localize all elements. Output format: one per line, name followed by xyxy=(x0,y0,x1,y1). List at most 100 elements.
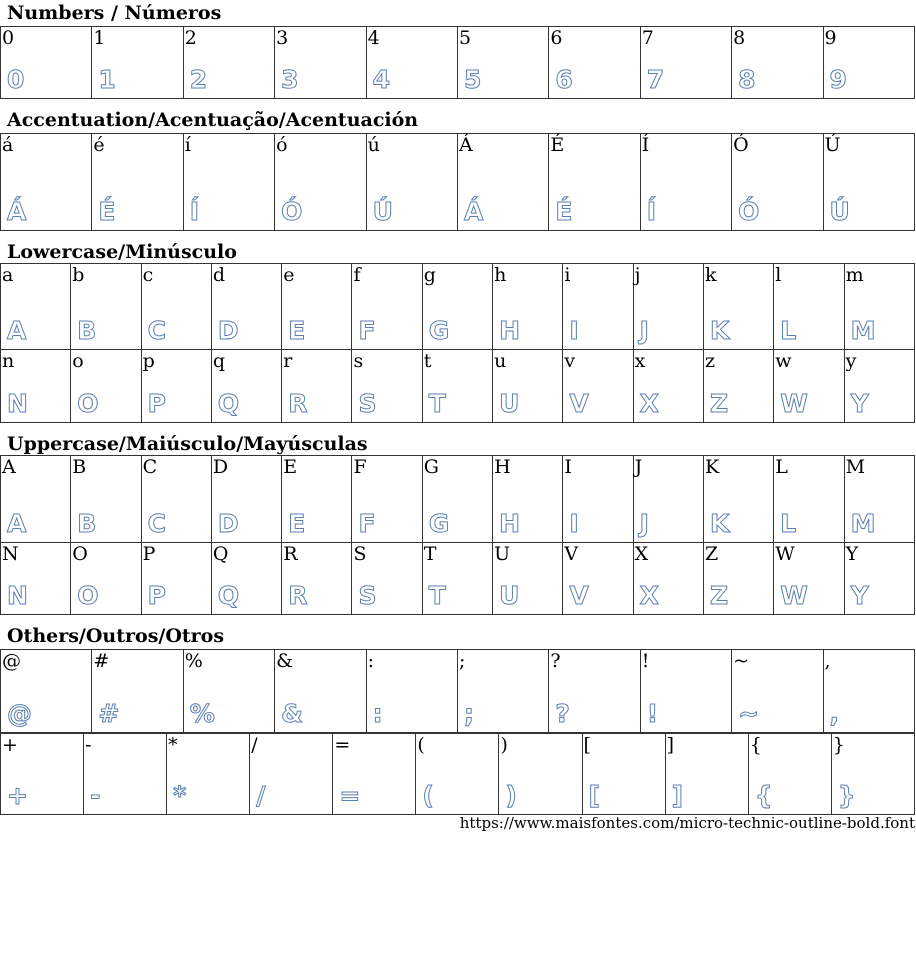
glyph-cell: dd xyxy=(210,263,283,350)
character-label: + xyxy=(2,734,18,756)
character-label: a xyxy=(2,264,14,286)
glyph-cell: }} xyxy=(830,733,916,815)
glyph-cell: = = xyxy=(332,733,417,815)
glyph-cell: tt xyxy=(421,349,494,423)
glyph-cell: kk xyxy=(702,263,775,350)
section-title: Numbers / Números xyxy=(7,2,222,24)
character-label: Y xyxy=(845,543,859,565)
glyph-sample: w xyxy=(780,389,809,419)
glyph-cell: yy xyxy=(843,349,916,423)
glyph-cell: áá xyxy=(0,133,93,231)
font-specimen: Numbers / Números 0 0 1 1 2 2 3 3 4 4 5 5 6 6 7 7 8 8 9 9 Acc… xyxy=(0,2,916,815)
glyph-sample: } xyxy=(837,781,857,811)
glyph-sample: ; xyxy=(463,699,475,729)
character-label: s xyxy=(353,350,364,372)
character-label: ó xyxy=(276,134,288,156)
character-label: h xyxy=(494,264,507,286)
glyph-cell: / / xyxy=(249,733,334,815)
glyph-sample: 3 xyxy=(281,65,300,95)
glyph-sample: g xyxy=(428,316,451,346)
character-label: ? xyxy=(550,650,561,672)
character-label: - xyxy=(85,734,92,756)
glyph-cell: !! xyxy=(639,649,733,733)
glyph-sample: é xyxy=(98,197,117,227)
glyph-sample: R xyxy=(288,581,309,611)
character-label: % xyxy=(184,650,203,672)
glyph-sample: 9 xyxy=(829,65,848,95)
character-label: g xyxy=(423,264,436,286)
glyph-sample: x xyxy=(639,389,660,419)
character-label: 3 xyxy=(276,27,289,49)
glyph-cell: ee xyxy=(281,263,353,350)
glyph-sample: # xyxy=(98,699,121,729)
character-label: Ú xyxy=(824,134,841,156)
glyph-sample: 4 xyxy=(372,65,391,95)
glyph-row: aabbccddeeffgghhiijjkkllmm xyxy=(0,263,916,350)
glyph-sample: j xyxy=(639,316,650,346)
character-label: Z xyxy=(704,543,719,565)
glyph-sample: M xyxy=(850,509,877,539)
character-label: @ xyxy=(2,650,21,672)
character-label: ! xyxy=(641,650,650,672)
character-label: 1 xyxy=(93,27,106,49)
character-label: V xyxy=(564,543,579,565)
glyph-sample: L xyxy=(780,509,798,539)
glyph-cell: [[ xyxy=(581,733,666,815)
character-label: [ xyxy=(583,734,591,756)
glyph-cell: ss xyxy=(351,349,423,423)
glyph-sample: % xyxy=(189,699,216,729)
glyph-sample: Z xyxy=(709,581,730,611)
glyph-sample: : xyxy=(372,699,384,729)
glyph-sample: v xyxy=(569,389,590,419)
character-label: x xyxy=(634,350,646,372)
glyph-cell: oo xyxy=(70,349,142,423)
glyph-sample: T xyxy=(428,581,447,611)
character-label: H xyxy=(494,456,511,478)
character-label: z xyxy=(704,350,715,372)
glyph-sample: u xyxy=(499,389,521,419)
section-title: Lowercase/Minúsculo xyxy=(7,241,237,263)
glyph-sample: Í xyxy=(646,197,658,227)
glyph-sample: P xyxy=(147,581,167,611)
glyph-sample: B xyxy=(77,509,98,539)
glyph-sample: 6 xyxy=(555,65,574,95)
glyph-sample: + xyxy=(7,781,29,811)
character-label: L xyxy=(775,456,788,478)
glyph-table: ááééííóóúúÁÁÉÉÍÍÓÓÚÚ xyxy=(0,133,916,231)
character-label: 5 xyxy=(458,27,472,49)
glyph-cell: :: xyxy=(365,649,458,733)
character-label: u xyxy=(494,350,507,372)
character-label: á xyxy=(2,134,14,156)
glyph-sample: W xyxy=(780,581,809,611)
glyph-sample: 0 xyxy=(6,65,26,95)
character-label: c xyxy=(142,264,154,286)
glyph-sample: e xyxy=(288,316,307,346)
glyph-sample: h xyxy=(499,316,522,346)
glyph-sample: z xyxy=(709,389,730,419)
glyph-cell: rr xyxy=(281,349,353,423)
character-label: A xyxy=(2,456,16,478)
glyph-cell: %% xyxy=(182,649,276,733)
character-label: w xyxy=(775,350,792,372)
glyph-sample: ] xyxy=(671,781,685,811)
glyph-cell: )) xyxy=(498,733,583,815)
glyph-sample: [ xyxy=(588,781,601,811)
glyph-sample: F xyxy=(358,509,377,539)
character-label: ) xyxy=(500,734,508,756)
glyph-cell: íí xyxy=(182,133,276,231)
